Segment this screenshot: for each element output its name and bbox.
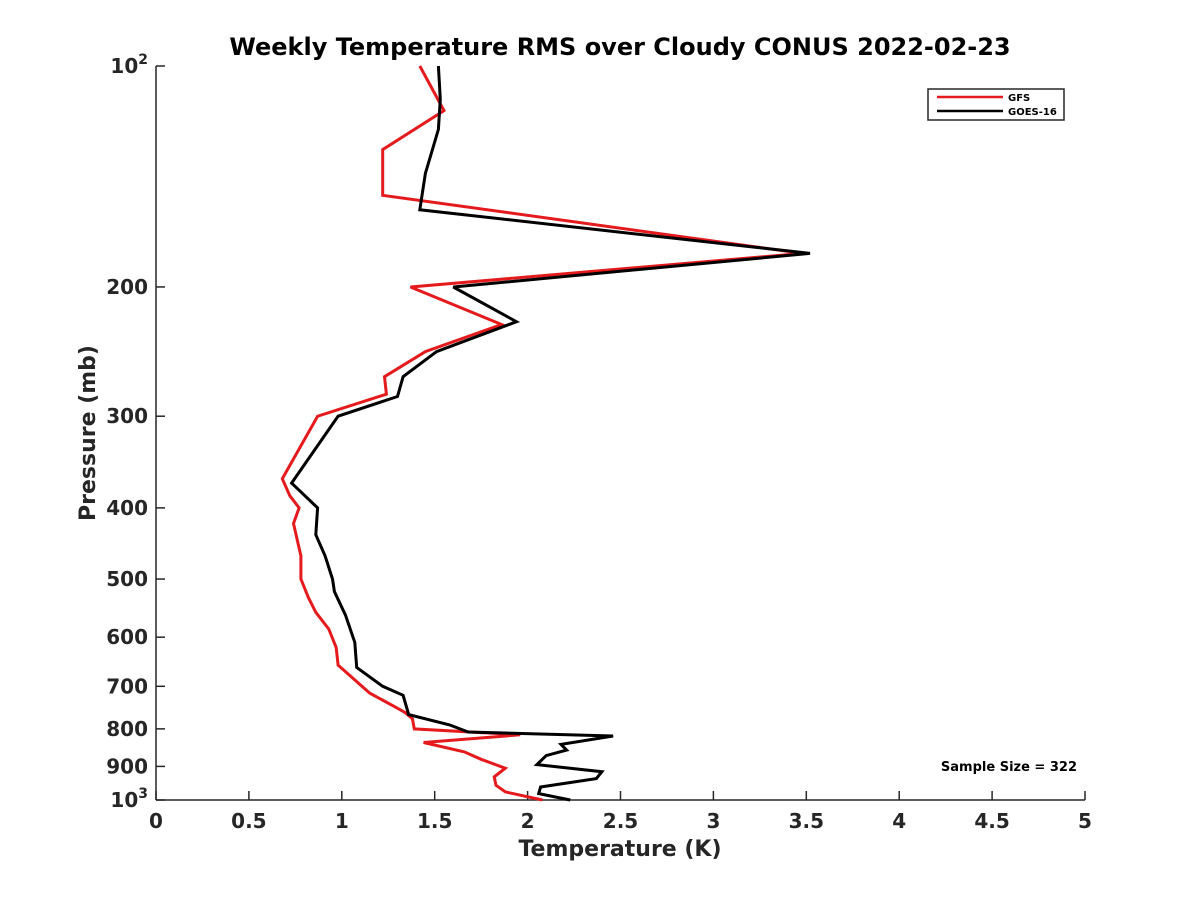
y-tick-label: 500 (106, 567, 148, 591)
x-tick-label: 3.5 (789, 809, 824, 833)
x-ticks: 0 0.5 1 1.5 2 2.5 3 3.5 4 4.5 5 (149, 791, 1092, 833)
x-tick-label: 1 (335, 809, 349, 833)
legend-label-gfs: GFS (1008, 93, 1030, 104)
y-tick-label: 300 (106, 404, 148, 428)
y-tick-base: 10 (110, 54, 138, 78)
x-tick-label: 2.5 (603, 809, 638, 833)
series-line-goes16 (289, 65, 811, 802)
x-axis-title: Temperature (K) (518, 837, 721, 862)
legend-label-goes16: GOES-16 (1008, 107, 1057, 118)
x-tick-label: 0.5 (231, 809, 266, 833)
y-tick-label: 800 (106, 717, 148, 741)
series-line-gfs (280, 65, 803, 802)
y-tick-base: 10 (110, 788, 138, 812)
legend-box (927, 88, 1065, 121)
series-group (280, 65, 811, 802)
y-tick-label: 102 (110, 52, 148, 78)
x-tick-label: 4.5 (974, 809, 1009, 833)
chart-title: Weekly Temperature RMS over Cloudy CONUS… (229, 33, 1010, 61)
y-tick-exponent: 2 (138, 52, 148, 68)
y-tick-exponent: 3 (138, 786, 148, 802)
x-tick-label: 0 (149, 809, 163, 833)
y-tick-label: 200 (106, 275, 148, 299)
y-tick-label: 400 (106, 496, 148, 520)
axes (155, 66, 1085, 801)
x-tick-label: 1.5 (417, 809, 452, 833)
sample-size-annotation: Sample Size = 322 (941, 760, 1077, 775)
y-tick-label: 700 (106, 674, 148, 698)
y-tick-label: 900 (106, 754, 148, 778)
y-tick-label: 103 (110, 786, 148, 812)
legend: GFS GOES-16 (927, 88, 1065, 121)
x-tick-label: 5 (1078, 809, 1092, 833)
x-tick-label: 2 (521, 809, 535, 833)
x-tick-label: 3 (706, 809, 720, 833)
y-tick-label: 600 (106, 625, 148, 649)
x-tick-label: 4 (892, 809, 906, 833)
y-axis-title: Pressure (mb) (76, 345, 101, 521)
